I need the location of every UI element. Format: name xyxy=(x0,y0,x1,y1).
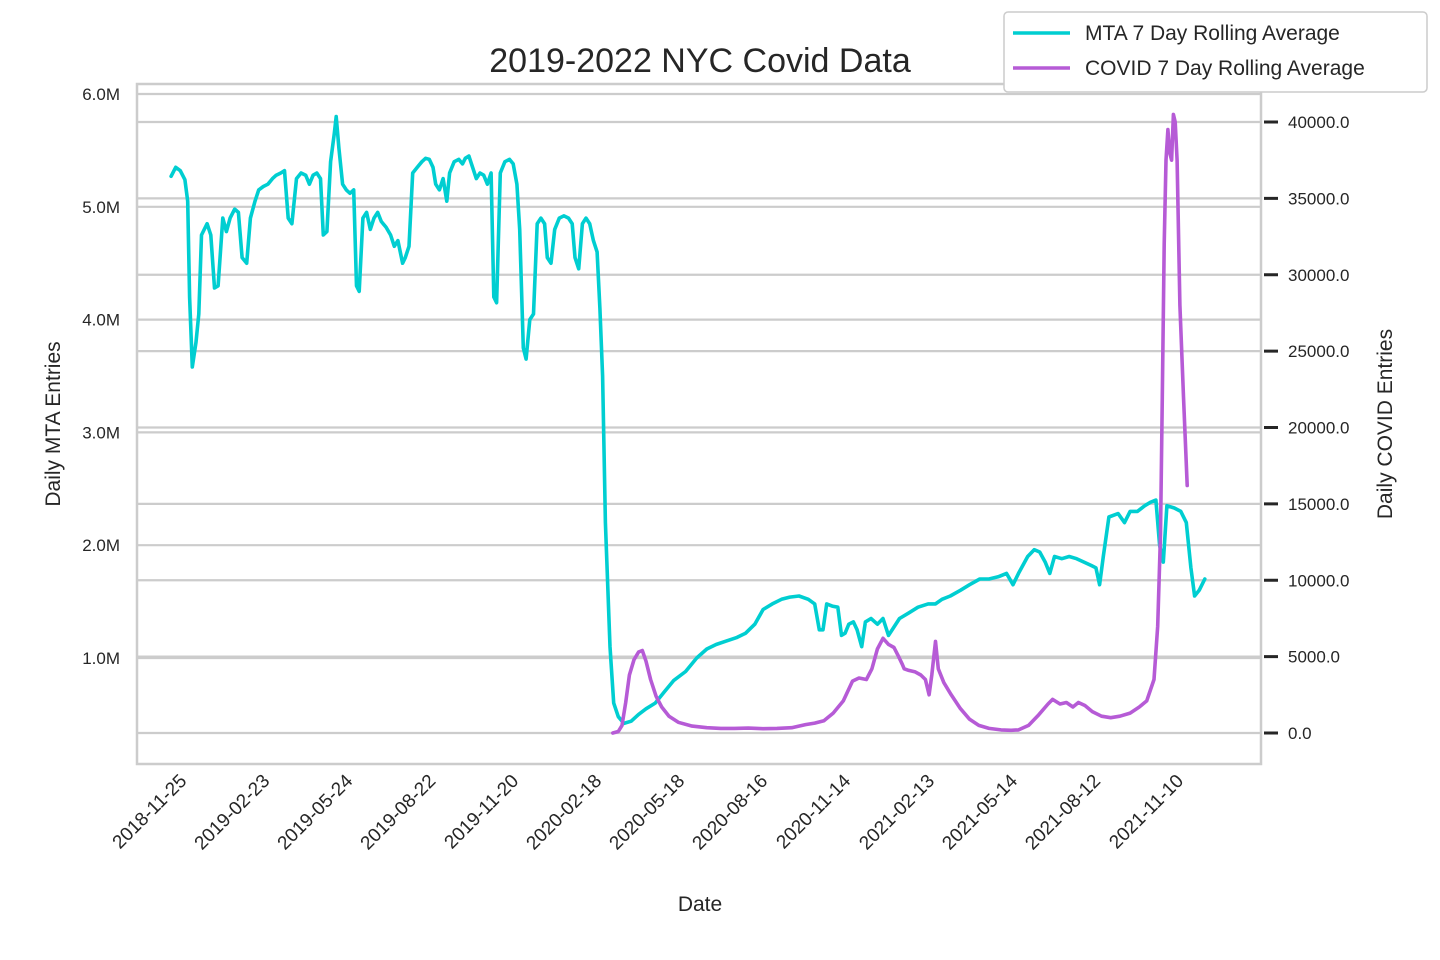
right-tick-label-0: 0.0 xyxy=(1288,724,1312,743)
plot-frame xyxy=(135,82,1263,766)
x-axis-label: Date xyxy=(678,893,722,916)
series-line-mta xyxy=(169,114,1207,726)
right-tick-label-6: 30000.0 xyxy=(1288,266,1349,285)
left-tick-label-0: 1.0M xyxy=(82,649,120,668)
legend-box xyxy=(1003,11,1428,93)
left-tick-label-1: 2.0M xyxy=(82,536,120,555)
left-tick-label-4: 5.0M xyxy=(82,198,120,217)
left-tick-label-2: 3.0M xyxy=(82,423,120,442)
left-tick-label-3: 4.0M xyxy=(82,311,120,330)
series-layer xyxy=(169,112,1207,735)
legend: MTA 7 Day Rolling Average COVID 7 Day Ro… xyxy=(1003,11,1428,93)
right-tick-label-1: 5000.0 xyxy=(1288,648,1340,667)
legend-label-mta: MTA 7 Day Rolling Average xyxy=(1085,22,1340,45)
series-line-covid xyxy=(610,112,1189,735)
y-axis-right-label: Daily COVID Entries xyxy=(1374,329,1397,519)
right-tick-label-4: 20000.0 xyxy=(1288,419,1349,438)
right-tick-label-7: 35000.0 xyxy=(1288,189,1349,208)
right-tick-label-8: 40000.0 xyxy=(1288,113,1349,132)
left-axis: 1.0M 2.0M 3.0M 4.0M 5.0M 6.0M xyxy=(82,85,120,668)
right-axis: 0.0 5000.0 10000.0 15000.0 20000.0 25000.0 300… xyxy=(1264,113,1349,743)
y-axis-left-label: Daily MTA Entries xyxy=(42,341,65,506)
right-tick-label-3: 15000.0 xyxy=(1288,495,1349,514)
right-tick-label-2: 10000.0 xyxy=(1288,571,1349,590)
right-tick-label-5: 25000.0 xyxy=(1288,342,1349,361)
chart-title: 2019-2022 NYC Covid Data xyxy=(489,42,911,80)
legend-label-covid: COVID 7 Day Rolling Average xyxy=(1085,57,1365,80)
left-tick-label-5: 6.0M xyxy=(82,85,120,104)
